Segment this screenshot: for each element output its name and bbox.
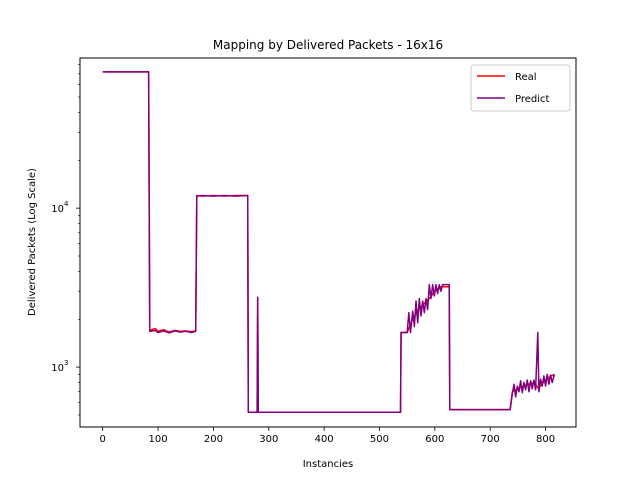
x-axis-label: Instancies [303,459,354,470]
x-tick-label: 400 [315,434,334,445]
x-axis: 0 100 200 300 400 500 600 700 800 [100,427,555,445]
y-tick-exponent: 3 [64,359,68,367]
x-tick-label: 800 [536,434,555,445]
y-tick-label: 10 [51,363,64,374]
y-tick-label: 10 [51,204,64,215]
x-tick-label: 0 [100,434,106,445]
x-tick-label: 100 [149,434,168,445]
plot-lines [102,71,556,414]
y-tick-exponent: 4 [64,200,69,208]
x-tick-label: 500 [370,434,389,445]
legend-label-real: Real [515,72,537,83]
x-tick-label: 200 [204,434,223,445]
x-tick-label: 300 [259,434,278,445]
x-tick-label: 700 [481,434,500,445]
chart-title: Mapping by Delivered Packets - 16x16 [213,38,443,52]
x-tick-label: 600 [425,434,444,445]
legend: Real Predict [470,64,571,112]
series-line-predict [102,71,556,414]
plot-frame [79,57,577,428]
legend-label-predict: Predict [515,94,550,105]
y-axis-label: Delivered Packets (Log Scale) [27,168,38,316]
